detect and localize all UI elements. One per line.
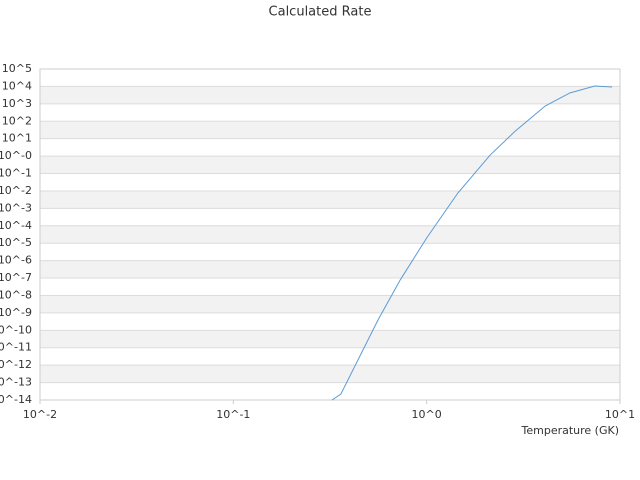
y-tick-label: 10^-12 (0, 358, 32, 371)
grid-band (40, 365, 620, 383)
grid-band (40, 190, 620, 209)
grid-band (40, 295, 620, 313)
grid (40, 86, 620, 383)
y-tick-label: 10^-9 (0, 306, 32, 319)
grid-band (40, 330, 620, 348)
y-tick-label: 10^-14 (0, 393, 32, 406)
x-tick-label: 10^-1 (216, 408, 250, 421)
x-tick-label: 10^-2 (23, 408, 57, 421)
y-tick-label: 10^-11 (0, 341, 32, 354)
y-tick-label: 10^2 (2, 114, 32, 127)
x-axis-label: Temperature (GK) (521, 424, 620, 437)
grid-band (40, 156, 620, 174)
x-tick-label: 10^0 (412, 408, 442, 421)
y-tick-label: 10^3 (2, 97, 32, 110)
grid-band (40, 260, 620, 279)
x-tick-label: 10^1 (605, 408, 635, 421)
y-tick-label: 10^4 (2, 79, 32, 92)
y-tick-label: 10^-10 (0, 323, 32, 336)
chart-title: Calculated Rate (269, 5, 372, 20)
y-tick-label: 10^5 (2, 62, 32, 75)
y-tick-label: 10^-6 (0, 254, 32, 267)
y-tick-label: 10^-1 (0, 167, 32, 180)
y-tick-label: 10^-13 (0, 376, 32, 389)
y-tick-label: 10^-4 (0, 219, 32, 232)
y-tick-label: 10^1 (2, 132, 32, 145)
grid-band (40, 225, 620, 244)
plot-border (39, 68, 621, 401)
y-tick-label: 10^-7 (0, 271, 32, 284)
grid-band (40, 121, 620, 139)
y-tick-label: 10^-5 (0, 236, 32, 249)
line-series (331, 85, 613, 401)
y-tick-label: 10^-0 (0, 149, 32, 162)
grid-band (40, 86, 620, 104)
y-tick-label: 10^-2 (0, 184, 32, 197)
y-tick-label: 10^-3 (0, 201, 32, 214)
y-tick-label: 10^-8 (0, 288, 32, 301)
